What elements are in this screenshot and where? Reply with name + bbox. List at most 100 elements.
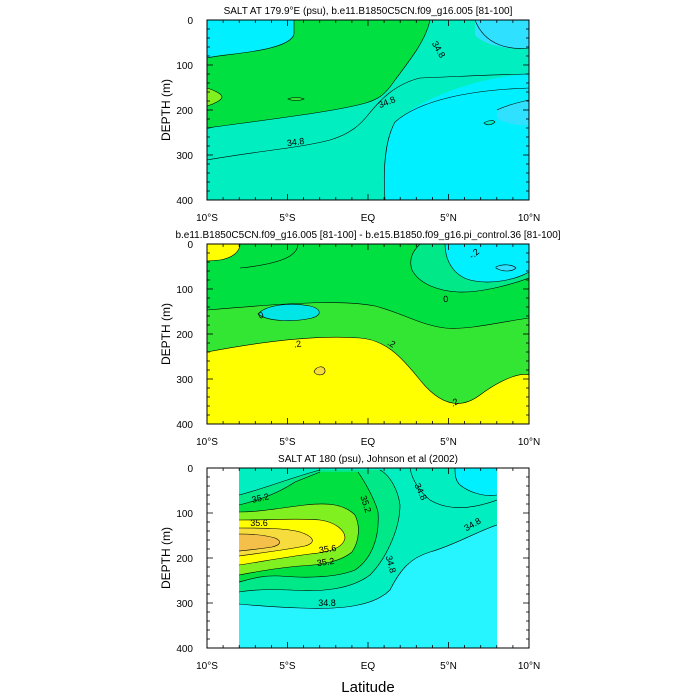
x-tick-label: EQ [361,437,376,448]
panel-2-contour-line [257,303,320,321]
panel-2-contour-line [444,244,529,283]
panel-3-contour-line [239,524,497,609]
x-tick-label: 5°S [279,661,296,672]
y-tick-label: 200 [176,106,193,117]
x-axis-label: Latitude [341,679,394,696]
y-tick-label: 100 [176,285,193,296]
panel-2-contour-line [207,302,529,329]
y-tick-label: 100 [176,61,193,72]
panel-1-contour-lines [207,20,529,200]
y-tick-label: 400 [176,420,193,431]
panel-1-ylabel: DEPTH (m) [159,79,173,141]
y-tick-label: 300 [176,599,193,610]
panel-1-title: SALT AT 179.9°E (psu), b.e11.B1850C5CN.f… [224,6,513,17]
panel-2-region-lime-band [207,302,529,404]
panel-2-contour-label: .2 [293,338,302,349]
x-tick-label: EQ [361,661,376,672]
panel-3-region-orange [239,534,280,551]
panel-2: b.e11.B1850C5CN.f09_g16.005 [81-100] - b… [159,230,561,448]
y-tick-label: 200 [176,554,193,565]
y-tick-label: 300 [176,375,193,386]
y-tick-label: 0 [187,16,193,27]
panel-2-contour-label: .2 [386,337,398,349]
x-tick-label: 10°S [196,437,218,448]
panel-3-contour-line [239,471,379,583]
panel-2-region-cyan-ne [445,244,529,283]
x-tick-label: 10°N [518,213,540,224]
panel-1-contour-line [287,97,305,101]
panel-2-contour-line [239,244,299,269]
panel-2-plot-area: -.2 0 0 .2 .2 .2 [207,244,529,424]
x-tick-label: 10°S [196,213,218,224]
panel-2-contour-lines [207,244,529,404]
y-tick-label: 0 [187,240,193,251]
panel-1-contour-line [496,99,529,111]
panel-3-contour-line [239,469,401,593]
panel-3-plot-area: 35.2 35.2 35.6 35.6 35.2 34.8 34.8 34.8 … [239,468,497,648]
panel-1-region-blue-se [497,100,529,126]
panel-1-region-green [207,20,430,128]
panel-1-region-cyan-east [384,20,529,200]
y-tick-label: 300 [176,151,193,162]
x-tick-label: 10°S [196,661,218,672]
panel-3-contour-label: 34.8 [384,554,398,574]
x-tick-label: 5°N [440,213,457,224]
panel-2-blob [314,366,326,375]
panel-1-region-lime-west [207,88,222,106]
panel-2-contour-labels: -.2 0 0 .2 .2 .2 [257,246,481,408]
panel-3-title: SALT AT 180 (psu), Johnson et al (2002) [278,454,458,465]
panel-3-contour-line [409,468,497,508]
panel-1-contour-line [384,87,529,200]
x-tick-label: EQ [361,213,376,224]
panel-1-contour-line [207,73,529,161]
panel-2-contour-label: 0 [257,310,265,321]
panel-3-contour-lines [239,468,497,609]
panel-2-contour-line [495,264,517,272]
x-tick-label: 5°S [279,213,296,224]
x-tick-label: 5°S [279,437,296,448]
y-tick-label: 100 [176,509,193,520]
panel-2-contour-line [207,244,241,262]
y-tick-label: 200 [176,330,193,341]
panel-1: SALT AT 179.9°E (psu), b.e11.B1850C5CN.f… [159,6,540,224]
panel-1-contour-line [483,120,496,126]
panel-1-blob [288,97,304,101]
panel-3-ylabel: DEPTH (m) [159,527,173,589]
panel-1-contour-line [207,87,223,107]
y-tick-label: 400 [176,644,193,655]
panel-2-region-cyan-west [258,304,320,321]
panel-3-contour-label: 35.2 [316,556,335,568]
panel-3-contour-label: 35.6 [250,518,268,528]
x-tick-label: 5°N [440,661,457,672]
panel-2-contour-label: 0 [443,294,449,304]
panel-1-region-blue-ne [475,20,529,49]
panel-3-contour-label: 34.8 [318,598,336,608]
y-tick-label: 400 [176,196,193,207]
panel-3-contour-line [239,527,313,557]
panel-1-contour-line [207,20,431,129]
panel-2-contour-line [207,336,529,404]
x-tick-label: 10°N [518,437,540,448]
panel-3-contour-line [454,468,497,496]
panel-3: SALT AT 180 (psu), Johnson et al (2002) [159,454,540,696]
panel-1-contour-line [474,20,529,49]
panel-2-region-blue-eddy [496,264,516,271]
panel-2-title: b.e11.B1850C5CN.f09_g16.005 [81-100] - b… [175,230,560,241]
panel-3-contour-line [239,503,359,576]
panel-3-contour-label: 35.2 [251,491,270,504]
panel-1-contour-label: 34.8 [286,136,305,148]
panel-2-ylabel: DEPTH (m) [159,303,173,365]
x-tick-label: 10°N [518,661,540,672]
x-tick-label: 5°N [440,437,457,448]
panel-2-contour-label: .2 [449,396,461,408]
y-tick-label: 0 [187,464,193,475]
panel-3-contour-line [239,533,280,552]
panel-1-plot-area: 34.8 34.8 34.8 [207,20,529,200]
panel-3-contour-label: 35.6 [318,543,337,555]
panel-2-contour-line [313,366,326,376]
panel-1-region-cyan-west [207,20,300,58]
panel-3-contour-line [239,518,346,566]
panel-2-contour-line [410,244,529,293]
panel-2-region-yellow-nw [207,244,240,261]
